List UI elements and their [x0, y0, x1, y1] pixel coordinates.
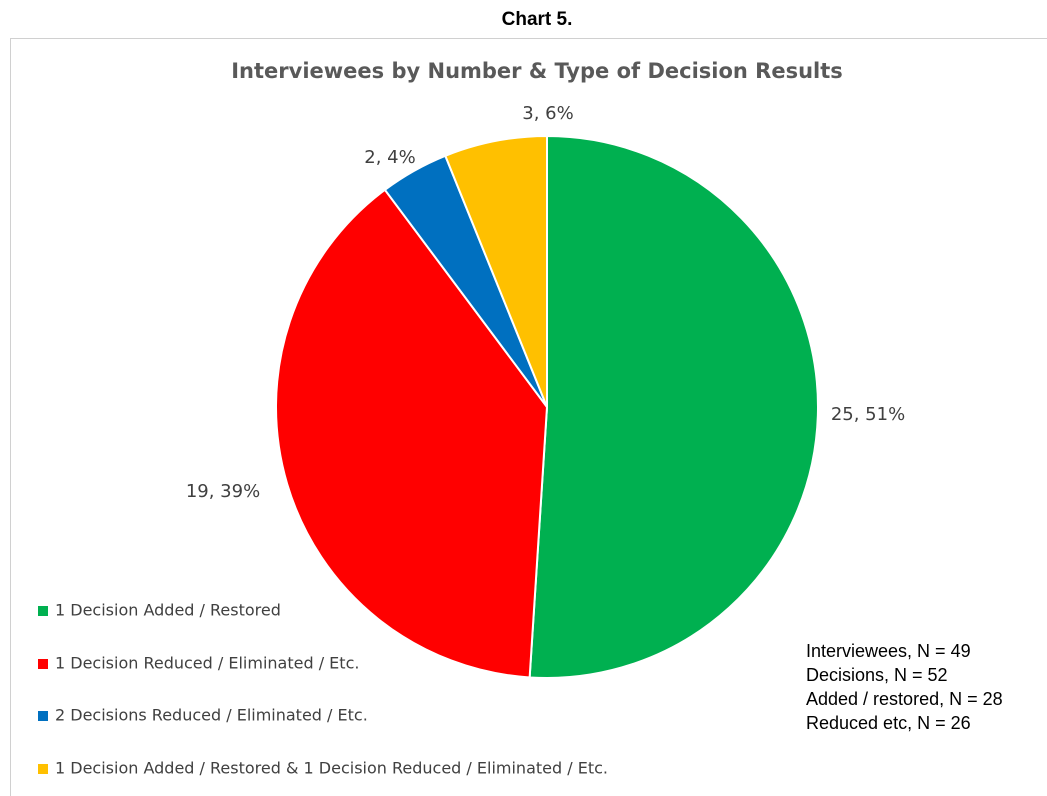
- data-label: 19, 39%: [186, 481, 260, 502]
- pie-slice: [275, 188, 549, 679]
- legend-swatch: [38, 606, 48, 616]
- data-label: 3, 6%: [522, 103, 573, 124]
- data-label: 25, 51%: [831, 404, 905, 425]
- legend-label: 1 Decision Added / Restored: [55, 601, 281, 620]
- annotation: Added / restored, N = 28: [806, 689, 1003, 709]
- annotation: Interviewees, N = 49: [806, 641, 971, 661]
- chart-title: Interviewees by Number & Type of Decisio…: [231, 59, 843, 83]
- legend-swatch: [38, 711, 48, 721]
- legend-label: 1 Decision Added / Restored & 1 Decision…: [55, 759, 608, 778]
- heading: Chart 5.: [502, 9, 573, 30]
- pie-slice: [528, 134, 819, 679]
- legend-label: 2 Decisions Reduced / Eliminated / Etc.: [55, 706, 368, 725]
- annotation: Decisions, N = 52: [806, 665, 948, 685]
- legend-label: 1 Decision Reduced / Eliminated / Etc.: [55, 654, 359, 673]
- legend-swatch: [38, 764, 48, 774]
- annotation: Reduced etc, N = 26: [806, 713, 971, 733]
- data-label: 2, 4%: [364, 147, 415, 168]
- pie-slice: [444, 134, 548, 408]
- legend-swatch: [38, 659, 48, 669]
